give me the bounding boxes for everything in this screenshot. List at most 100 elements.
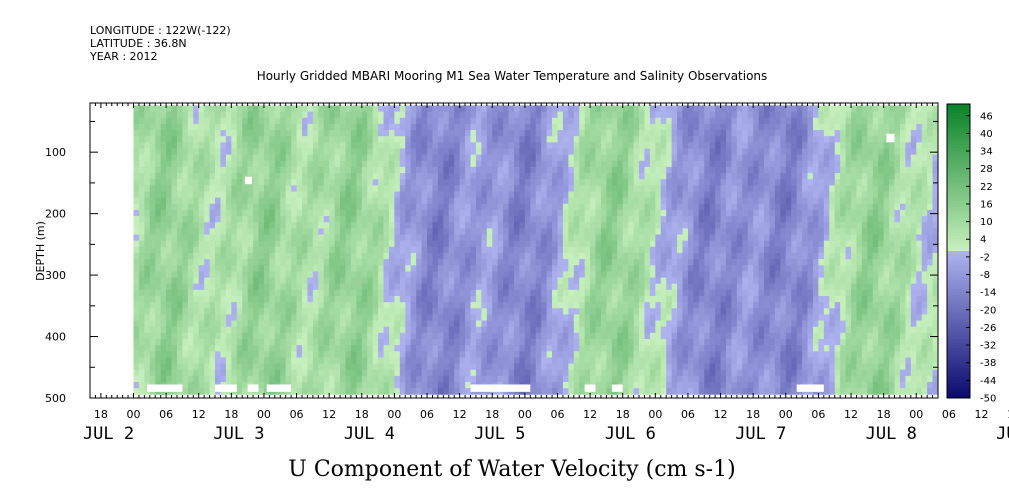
heat-cell <box>584 160 591 168</box>
heat-cell <box>176 339 183 346</box>
heat-cell <box>318 197 325 205</box>
heat-cell <box>590 222 596 229</box>
heat-cell <box>225 185 232 192</box>
heat-cell <box>611 191 618 199</box>
heat-cell <box>600 203 607 211</box>
heat-cell <box>263 209 270 217</box>
heat-cell <box>296 209 303 217</box>
heat-cell <box>541 302 548 309</box>
heat-cell <box>225 142 232 149</box>
heat-cell <box>497 203 504 211</box>
heat-cell <box>133 216 140 223</box>
heat-cell <box>671 314 678 321</box>
heat-cell <box>557 148 564 156</box>
heat-cell <box>372 216 379 223</box>
heat-cell <box>671 295 678 303</box>
heat-cell <box>465 197 471 205</box>
heat-cell <box>323 283 330 291</box>
heat-cell <box>427 314 433 321</box>
heat-cell <box>427 388 433 395</box>
heat-cell <box>307 277 314 285</box>
heat-cell <box>416 357 422 364</box>
heat-cell <box>590 332 596 340</box>
heat-cell <box>481 240 488 248</box>
heat-cell <box>312 136 319 143</box>
heat-cell <box>345 216 352 223</box>
heat-cell <box>149 259 156 266</box>
heat-cell <box>677 111 683 119</box>
heat-cell <box>573 173 580 180</box>
heat-cell <box>687 203 694 211</box>
heat-cell <box>687 289 694 297</box>
heat-cell <box>693 271 700 278</box>
heat-cell <box>350 160 357 168</box>
heat-cell <box>459 326 466 334</box>
heat-cell <box>660 326 667 334</box>
heat-cell <box>247 111 254 119</box>
heat-cell <box>160 136 167 143</box>
heat-cell <box>138 375 145 383</box>
heat-cell <box>503 234 509 242</box>
heat-cell <box>606 332 613 340</box>
heat-cell <box>590 375 596 383</box>
heat-cell <box>372 123 379 131</box>
heat-cell <box>590 228 596 235</box>
heat-cell <box>492 173 499 180</box>
heat-cell <box>198 240 205 248</box>
heat-cell <box>514 332 520 340</box>
heat-cell <box>138 222 145 229</box>
heat-cell <box>677 351 683 358</box>
heat-cell <box>160 332 167 340</box>
heat-cell <box>345 154 352 162</box>
heat-cell <box>242 289 249 297</box>
heat-cell <box>291 314 297 321</box>
heat-cell <box>187 203 194 211</box>
heat-cell <box>660 246 667 254</box>
heat-cell <box>242 320 249 328</box>
heat-cell <box>590 345 596 352</box>
heat-cell <box>432 173 439 180</box>
heat-cell <box>432 148 439 156</box>
heat-cell <box>269 246 276 254</box>
heat-cell <box>459 369 466 377</box>
heat-cell <box>291 246 297 254</box>
heat-cell <box>459 388 466 395</box>
heat-cell <box>454 123 461 131</box>
heat-cell <box>552 111 558 119</box>
heat-cell <box>182 117 189 125</box>
heat-cell <box>459 283 466 291</box>
heat-cell <box>155 130 162 137</box>
heat-cell <box>388 332 395 340</box>
heat-cell <box>617 332 624 340</box>
heat-cell <box>437 277 444 285</box>
heat-cell <box>508 339 515 346</box>
heat-cell <box>372 259 379 266</box>
heat-cell <box>492 216 499 223</box>
heat-cell <box>372 369 379 377</box>
heat-cell <box>160 308 167 315</box>
heat-cell <box>340 216 346 223</box>
heat-cell <box>644 228 651 235</box>
heat-cell <box>687 179 694 186</box>
heat-cell <box>448 302 455 309</box>
heat-cell <box>459 271 466 278</box>
heat-cell <box>329 130 336 137</box>
heat-cell <box>628 197 634 205</box>
heat-cell <box>617 228 624 235</box>
heat-cell <box>378 142 384 149</box>
heat-cell <box>524 277 531 285</box>
heat-cell <box>323 222 330 229</box>
heat-cell <box>644 154 651 162</box>
heat-cell <box>302 154 308 162</box>
heat-cell <box>258 154 265 162</box>
heat-cell <box>231 345 238 352</box>
heat-cell <box>405 203 412 211</box>
heat-cell <box>503 314 509 321</box>
heat-cell <box>416 369 422 377</box>
heat-cell <box>590 240 596 248</box>
heat-cell <box>600 240 607 248</box>
heat-cell <box>133 369 140 377</box>
heat-cell <box>459 117 466 125</box>
heat-cell <box>329 185 336 192</box>
heat-cell <box>530 197 537 205</box>
